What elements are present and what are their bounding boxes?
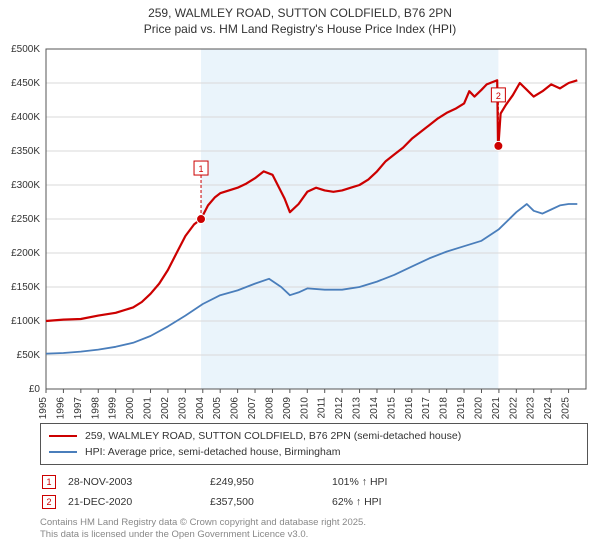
svg-text:2014: 2014 xyxy=(369,397,380,419)
sale-price: £357,500 xyxy=(210,493,330,511)
svg-text:2003: 2003 xyxy=(177,397,188,419)
svg-text:1997: 1997 xyxy=(73,397,84,419)
svg-text:2025: 2025 xyxy=(561,397,572,419)
svg-text:1: 1 xyxy=(199,164,204,174)
title-line-2: Price paid vs. HM Land Registry's House … xyxy=(0,22,600,38)
svg-text:2020: 2020 xyxy=(473,397,484,419)
line-chart: £0 £50K £100K £150K £200K £250K £300K £350K £400… xyxy=(0,39,600,419)
legend-item: 259, WALMLEY ROAD, SUTTON COLDFIELD, B76… xyxy=(49,428,579,444)
sale-marker-badge: 1 xyxy=(42,475,56,489)
legend-swatch xyxy=(49,451,77,453)
sale-row: 2 21-DEC-2020£357,50062% ↑ HPI xyxy=(42,493,397,511)
svg-text:1996: 1996 xyxy=(55,397,66,419)
svg-text:2023: 2023 xyxy=(526,397,537,419)
svg-text:2000: 2000 xyxy=(125,397,136,419)
legend-label: HPI: Average price, semi-detached house,… xyxy=(85,446,340,458)
svg-text:£450K: £450K xyxy=(11,78,40,89)
svg-text:2015: 2015 xyxy=(386,397,397,419)
footer-line-2: This data is licensed under the Open Gov… xyxy=(40,529,588,541)
legend: 259, WALMLEY ROAD, SUTTON COLDFIELD, B76… xyxy=(40,423,588,465)
sale-vs-hpi: 101% ↑ HPI xyxy=(332,473,397,491)
sale-row: 1 28-NOV-2003£249,950101% ↑ HPI xyxy=(42,473,397,491)
sale-price: £249,950 xyxy=(210,473,330,491)
legend-swatch xyxy=(49,435,77,437)
svg-text:£350K: £350K xyxy=(11,146,40,157)
svg-text:2013: 2013 xyxy=(352,397,363,419)
svg-text:£100K: £100K xyxy=(11,316,40,327)
svg-text:2007: 2007 xyxy=(247,397,258,419)
svg-text:£400K: £400K xyxy=(11,112,40,123)
svg-text:2011: 2011 xyxy=(317,397,328,419)
footer-line-1: Contains HM Land Registry data © Crown c… xyxy=(40,517,588,529)
chart-area: £0 £50K £100K £150K £200K £250K £300K £350K £400… xyxy=(0,39,600,419)
sale-date: 21-DEC-2020 xyxy=(68,493,208,511)
svg-text:2: 2 xyxy=(496,91,501,101)
svg-text:£250K: £250K xyxy=(11,214,40,225)
svg-text:£500K: £500K xyxy=(11,44,40,55)
svg-text:2022: 2022 xyxy=(508,397,519,419)
svg-text:£0: £0 xyxy=(29,384,41,395)
svg-text:1995: 1995 xyxy=(38,397,49,419)
sale-vs-hpi: 62% ↑ HPI xyxy=(332,493,397,511)
svg-text:2017: 2017 xyxy=(421,397,432,419)
svg-text:2002: 2002 xyxy=(160,397,171,419)
svg-text:1999: 1999 xyxy=(108,397,119,419)
svg-text:2006: 2006 xyxy=(230,397,241,419)
sale-marker-badge: 2 xyxy=(42,495,56,509)
legend-item: HPI: Average price, semi-detached house,… xyxy=(49,444,579,460)
svg-text:2024: 2024 xyxy=(543,397,554,419)
svg-text:£300K: £300K xyxy=(11,180,40,191)
svg-text:2018: 2018 xyxy=(439,397,450,419)
svg-text:2004: 2004 xyxy=(195,397,206,419)
sale-date: 28-NOV-2003 xyxy=(68,473,208,491)
svg-text:2019: 2019 xyxy=(456,397,467,419)
svg-text:2016: 2016 xyxy=(404,397,415,419)
chart-title: 259, WALMLEY ROAD, SUTTON COLDFIELD, B76… xyxy=(0,0,600,39)
svg-text:2012: 2012 xyxy=(334,397,345,419)
title-line-1: 259, WALMLEY ROAD, SUTTON COLDFIELD, B76… xyxy=(0,6,600,22)
svg-text:2001: 2001 xyxy=(143,397,154,419)
svg-text:2021: 2021 xyxy=(491,397,502,419)
legend-label: 259, WALMLEY ROAD, SUTTON COLDFIELD, B76… xyxy=(85,430,461,442)
svg-text:£200K: £200K xyxy=(11,248,40,259)
svg-text:2010: 2010 xyxy=(299,397,310,419)
svg-text:2009: 2009 xyxy=(282,397,293,419)
attribution-footer: Contains HM Land Registry data © Crown c… xyxy=(40,517,588,541)
svg-text:2005: 2005 xyxy=(212,397,223,419)
svg-text:£150K: £150K xyxy=(11,282,40,293)
sales-table: 1 28-NOV-2003£249,950101% ↑ HPI 2 21-DEC-20… xyxy=(40,471,399,513)
svg-text:£50K: £50K xyxy=(17,350,41,361)
svg-text:1998: 1998 xyxy=(90,397,101,419)
svg-text:2008: 2008 xyxy=(264,397,275,419)
